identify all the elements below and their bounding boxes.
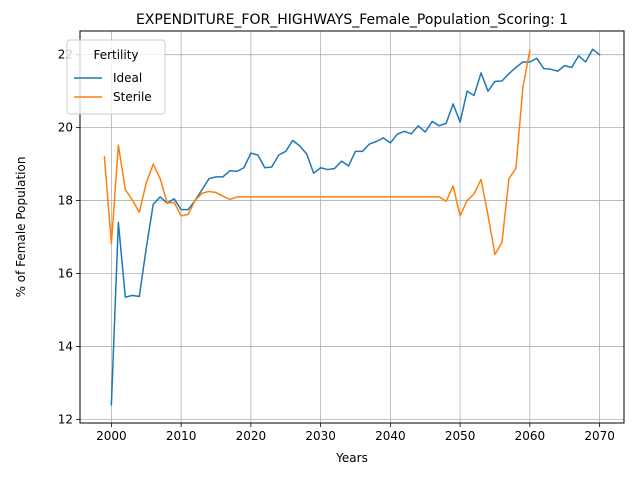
x-tick-label: 2000 (96, 429, 127, 443)
y-tick-label: 16 (58, 266, 73, 280)
legend-title: Fertility (93, 48, 138, 62)
legend: Fertility Ideal Sterile (66, 39, 166, 115)
x-tick-label: 2020 (236, 429, 267, 443)
y-tick-label: 20 (58, 121, 73, 135)
y-tick-label: 18 (58, 194, 73, 208)
legend-label-ideal: Ideal (113, 71, 142, 85)
series-line-sterile (103, 49, 531, 256)
chart-title: EXPENDITURE_FOR_HIGHWAYS_Female_Populati… (136, 12, 568, 28)
x-tick-label: 2040 (375, 429, 406, 443)
grid (80, 31, 624, 423)
x-axis-ticks: 2000 2010 2020 2030 2040 2050 2060 2070 (96, 423, 615, 443)
y-tick-label: 14 (58, 339, 73, 353)
legend-box (66, 39, 166, 115)
x-tick-label: 2050 (445, 429, 476, 443)
y-axis-label: % of Female Population (14, 157, 28, 298)
x-tick-label: 2030 (305, 429, 336, 443)
series-layer (103, 48, 601, 406)
legend-label-sterile: Sterile (113, 90, 152, 104)
x-tick-label: 2060 (515, 429, 546, 443)
plot-frame (79, 30, 625, 424)
y-tick-label: 12 (58, 412, 73, 426)
x-tick-label: 2070 (584, 429, 615, 443)
x-axis-label: Years (335, 451, 368, 465)
x-tick-label: 2010 (166, 429, 197, 443)
